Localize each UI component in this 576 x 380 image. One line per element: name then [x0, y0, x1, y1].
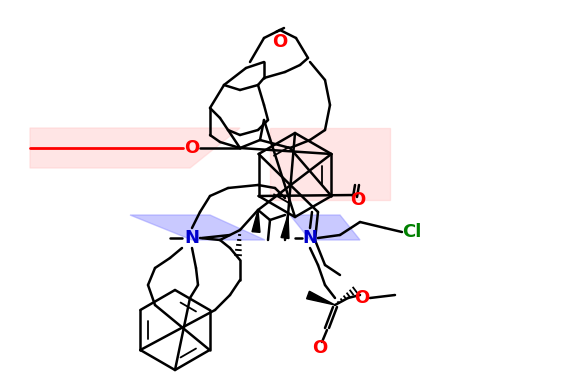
- Text: O: O: [312, 339, 328, 357]
- Text: O: O: [350, 191, 366, 209]
- Text: N: N: [302, 229, 317, 247]
- Polygon shape: [281, 215, 289, 239]
- Polygon shape: [306, 291, 335, 305]
- Polygon shape: [252, 210, 260, 232]
- Text: O: O: [272, 33, 287, 51]
- Text: Cl: Cl: [402, 223, 422, 241]
- Text: O: O: [354, 289, 370, 307]
- Polygon shape: [30, 128, 240, 168]
- Text: O: O: [184, 139, 200, 157]
- Polygon shape: [270, 128, 390, 200]
- Polygon shape: [130, 215, 265, 240]
- Text: N: N: [184, 229, 199, 247]
- Polygon shape: [290, 215, 360, 240]
